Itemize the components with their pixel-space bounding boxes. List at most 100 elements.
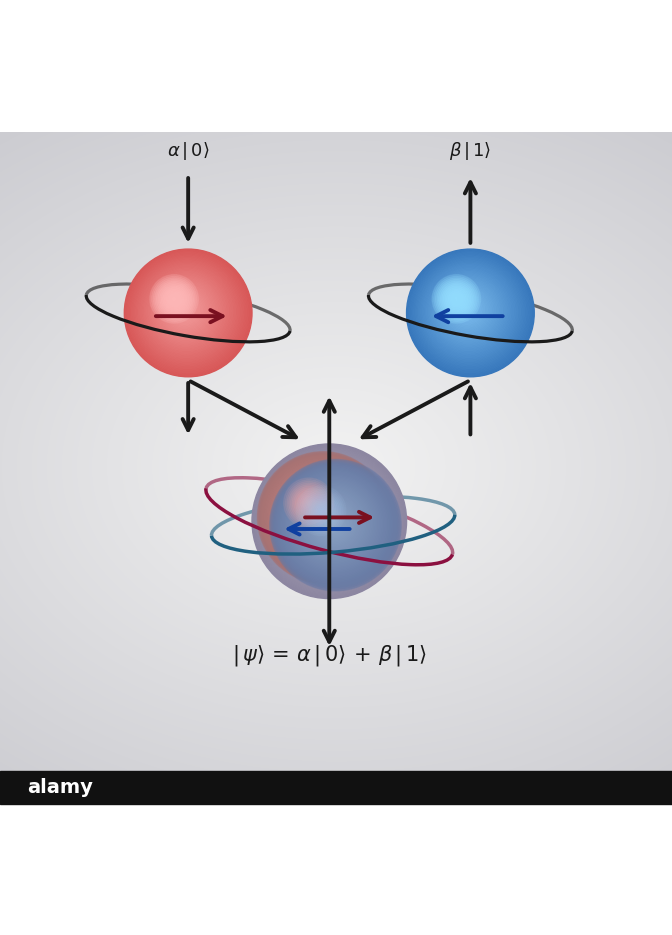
Circle shape [289, 481, 336, 527]
Circle shape [283, 475, 341, 534]
Circle shape [413, 256, 526, 368]
Circle shape [454, 296, 479, 322]
Circle shape [284, 475, 370, 562]
Circle shape [269, 459, 401, 591]
Circle shape [181, 306, 186, 310]
Circle shape [455, 297, 458, 300]
Circle shape [308, 499, 341, 534]
Circle shape [285, 480, 356, 551]
Circle shape [155, 280, 194, 318]
Circle shape [303, 497, 335, 529]
Circle shape [304, 498, 314, 508]
Circle shape [173, 297, 176, 300]
Circle shape [288, 480, 365, 557]
Circle shape [314, 504, 328, 517]
Circle shape [124, 249, 252, 377]
Circle shape [310, 505, 327, 521]
Circle shape [433, 276, 503, 345]
Circle shape [290, 484, 327, 521]
Circle shape [148, 273, 224, 349]
Circle shape [300, 493, 324, 516]
Circle shape [129, 253, 247, 371]
Circle shape [295, 485, 372, 561]
Circle shape [435, 278, 477, 320]
Circle shape [462, 304, 470, 312]
Circle shape [413, 255, 528, 370]
Circle shape [417, 260, 522, 365]
Circle shape [145, 270, 227, 352]
Circle shape [430, 273, 507, 349]
Circle shape [165, 289, 184, 309]
Circle shape [277, 471, 366, 560]
Circle shape [262, 453, 395, 587]
Circle shape [269, 464, 374, 568]
Circle shape [140, 266, 233, 357]
Circle shape [277, 467, 392, 583]
Circle shape [173, 298, 194, 319]
Circle shape [438, 280, 497, 339]
Circle shape [409, 252, 532, 374]
Circle shape [310, 502, 338, 530]
Circle shape [329, 519, 331, 522]
Circle shape [149, 274, 223, 348]
Circle shape [450, 293, 483, 325]
Circle shape [151, 276, 220, 345]
Circle shape [307, 501, 331, 525]
Circle shape [155, 280, 216, 341]
Circle shape [265, 459, 380, 575]
Circle shape [158, 282, 190, 315]
Circle shape [425, 268, 512, 354]
Circle shape [429, 271, 508, 351]
Circle shape [130, 255, 245, 370]
Circle shape [290, 484, 351, 545]
Circle shape [297, 492, 342, 537]
Circle shape [134, 258, 241, 366]
Circle shape [307, 496, 357, 547]
Circle shape [424, 266, 513, 356]
Circle shape [289, 479, 378, 568]
Circle shape [285, 477, 368, 560]
Circle shape [169, 294, 179, 304]
Circle shape [278, 472, 365, 559]
Circle shape [304, 496, 320, 512]
Circle shape [296, 489, 328, 520]
Circle shape [286, 480, 332, 526]
Circle shape [284, 478, 333, 528]
Circle shape [446, 289, 487, 330]
Circle shape [290, 482, 362, 554]
Circle shape [460, 303, 471, 313]
Circle shape [287, 482, 330, 525]
Circle shape [287, 476, 381, 571]
Circle shape [315, 510, 321, 515]
Circle shape [319, 509, 323, 512]
Circle shape [257, 452, 389, 583]
Circle shape [318, 508, 325, 514]
Circle shape [269, 461, 386, 579]
Circle shape [309, 499, 333, 523]
Circle shape [289, 483, 352, 546]
Circle shape [311, 500, 331, 521]
Circle shape [161, 286, 187, 312]
Circle shape [304, 494, 362, 551]
Circle shape [449, 292, 485, 327]
Circle shape [288, 478, 380, 569]
Circle shape [448, 290, 486, 328]
Circle shape [452, 295, 480, 323]
Circle shape [445, 288, 468, 310]
Circle shape [278, 469, 376, 568]
Circle shape [296, 485, 346, 536]
Circle shape [276, 468, 378, 570]
Circle shape [271, 461, 400, 589]
Circle shape [153, 278, 195, 320]
Circle shape [283, 473, 386, 575]
Circle shape [300, 494, 339, 534]
Circle shape [274, 466, 382, 573]
Circle shape [416, 258, 523, 366]
Circle shape [319, 511, 328, 520]
Circle shape [456, 298, 476, 319]
Circle shape [310, 502, 314, 506]
Circle shape [151, 276, 197, 322]
Circle shape [293, 482, 374, 564]
Circle shape [306, 500, 332, 526]
Circle shape [302, 492, 363, 553]
